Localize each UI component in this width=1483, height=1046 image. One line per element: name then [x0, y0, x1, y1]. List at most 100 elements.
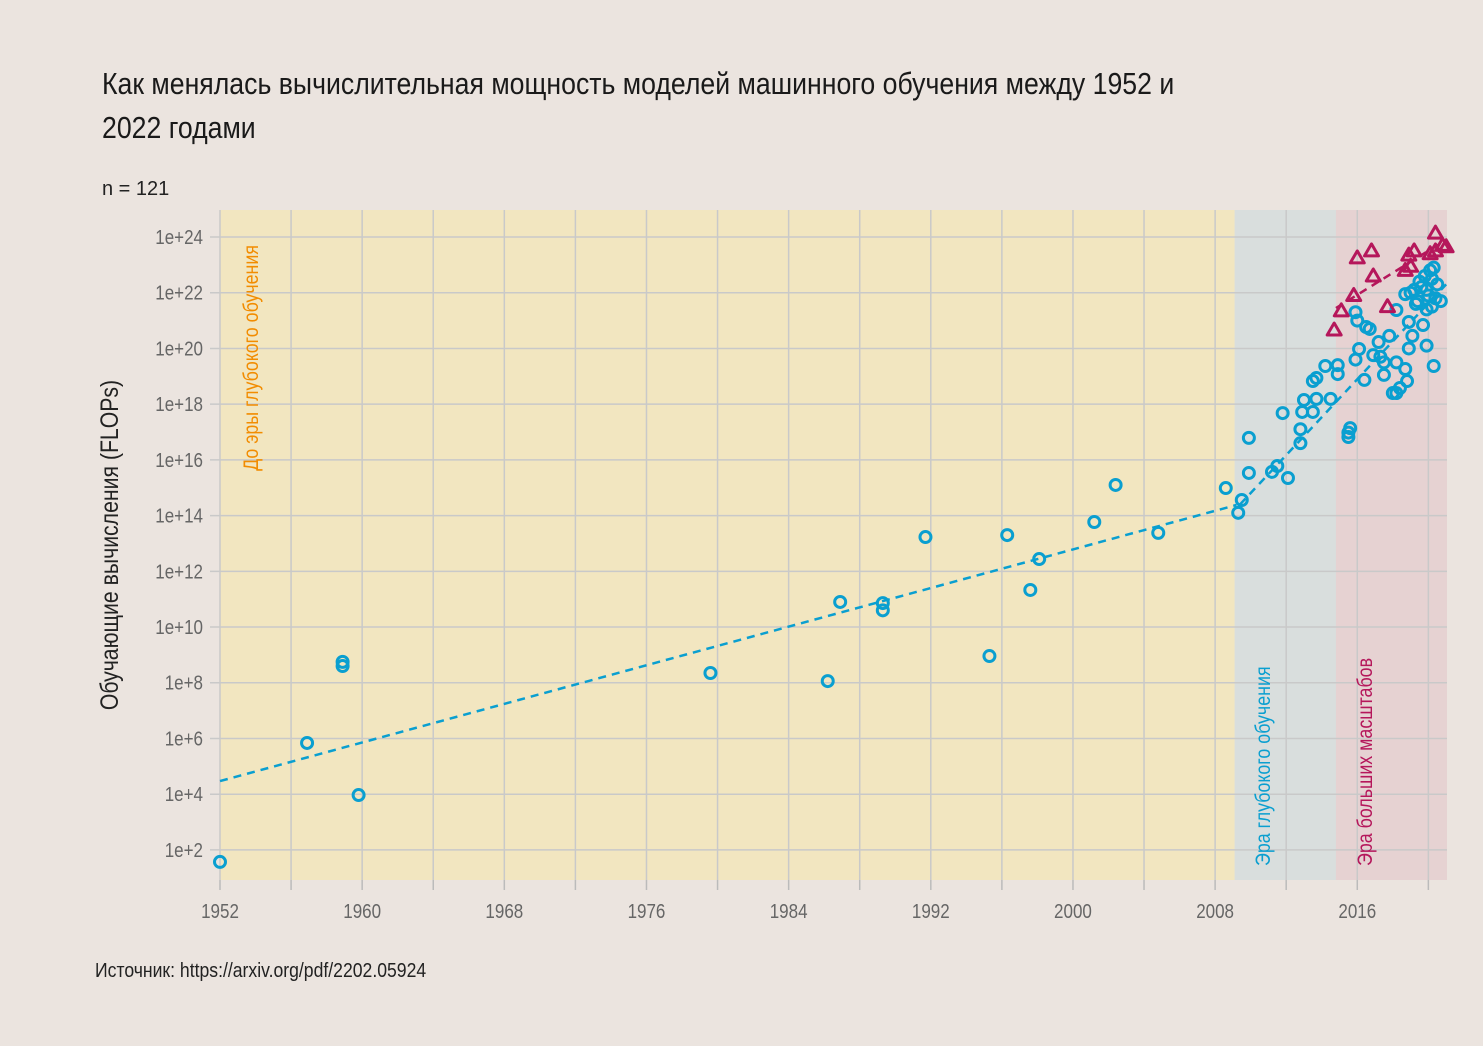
- data-point-circle: [820, 674, 835, 689]
- data-point-circle: [213, 854, 227, 869]
- era-label: Эра больших масштабов: [1354, 658, 1378, 866]
- data-point-circle: [1430, 277, 1445, 292]
- y-tick-label: 1e+8: [165, 671, 203, 694]
- data-point-circle: [1032, 552, 1047, 567]
- data-point-circle: [1330, 358, 1345, 373]
- data-point-circle: [1405, 328, 1420, 343]
- data-point-circle: [1403, 285, 1418, 300]
- data-point-triangle: [1405, 242, 1423, 258]
- data-point-circle: [1419, 338, 1434, 353]
- x-tick-label: 2016: [1338, 900, 1376, 923]
- y-tick-label: 1e+22: [155, 281, 203, 304]
- data-point-circle: [1400, 374, 1415, 389]
- data-point-circle: [1305, 404, 1320, 419]
- data-point-circle: [1309, 391, 1324, 406]
- era-label: До эры глубокого обучения: [240, 245, 264, 471]
- data-point-circle: [982, 649, 997, 664]
- data-point-triangle: [1348, 249, 1366, 265]
- era-band: [220, 210, 1235, 880]
- y-tick-label: 1e+16: [155, 449, 203, 472]
- data-point-circle: [1293, 422, 1308, 437]
- x-tick-label: 1960: [343, 900, 381, 923]
- data-point-circle: [1362, 321, 1377, 336]
- data-point-triangle: [1402, 257, 1420, 273]
- y-tick-label: 1e+10: [155, 616, 203, 639]
- data-point-circle: [1231, 505, 1246, 520]
- data-point-circle: [1392, 381, 1407, 396]
- y-tick-label: 1e+2: [165, 839, 203, 862]
- data-point-circle: [1234, 492, 1249, 507]
- y-tick-label: 1e+20: [155, 337, 203, 360]
- data-point-circle: [875, 603, 890, 618]
- data-point-circle: [1417, 269, 1432, 284]
- data-point-circle: [1408, 296, 1423, 311]
- data-point-circle: [1275, 406, 1290, 421]
- data-point-circle: [1350, 313, 1365, 328]
- data-point-circle: [1389, 302, 1404, 317]
- data-point-circle: [1341, 430, 1356, 445]
- x-tick-label: 1976: [628, 900, 666, 923]
- data-point-triangle: [1426, 224, 1444, 240]
- y-tick-label: 1e+24: [155, 226, 203, 249]
- data-point-circle: [1389, 355, 1404, 370]
- data-point-circle: [335, 659, 350, 674]
- y-tick-label: 1e+18: [155, 393, 203, 416]
- data-point-circle: [1376, 367, 1391, 382]
- data-point-circle: [1280, 470, 1295, 485]
- data-point-circle: [351, 788, 366, 803]
- data-point-circle: [1293, 436, 1308, 451]
- y-tick-label: 1e+4: [165, 783, 203, 806]
- data-point-circle: [918, 530, 933, 545]
- data-point-triangle: [1332, 302, 1350, 318]
- data-point-circle: [875, 596, 890, 611]
- data-point-triangle: [1378, 298, 1396, 314]
- data-point-circle: [1366, 348, 1381, 363]
- data-point-circle: [1371, 335, 1386, 350]
- x-tick-label: 1952: [201, 900, 239, 923]
- data-point-circle: [1000, 528, 1015, 543]
- x-tick-label: 1984: [770, 900, 808, 923]
- data-point-circle: [1382, 328, 1397, 343]
- data-point-circle: [1341, 425, 1356, 440]
- data-point-circle: [1270, 459, 1285, 474]
- data-point-triangle: [1325, 321, 1343, 337]
- data-point-circle: [1357, 372, 1372, 387]
- era-band: [1234, 210, 1336, 880]
- data-point-circle: [1416, 318, 1431, 333]
- data-point-triangle: [1396, 261, 1414, 277]
- x-tick-label: 2000: [1054, 900, 1092, 923]
- data-point-circle: [1241, 430, 1256, 445]
- data-point-circle: [1241, 465, 1256, 480]
- data-point-triangle: [1345, 287, 1363, 303]
- data-point-circle: [1401, 314, 1416, 329]
- data-point-triangle: [1364, 267, 1382, 283]
- chart-title: Как менялась вычислительная мощность мод…: [102, 66, 1175, 145]
- trend-line: [219, 503, 1237, 783]
- x-tick-label: 1968: [485, 900, 523, 923]
- data-point-circle: [1087, 515, 1102, 530]
- data-point-circle: [1426, 358, 1441, 373]
- x-tick-label: 2008: [1196, 900, 1234, 923]
- data-point-circle: [1348, 305, 1363, 320]
- data-point-circle: [1108, 477, 1123, 492]
- data-point-triangle: [1362, 242, 1380, 258]
- y-axis-label: Обучающие вычисления (FLOPs): [95, 380, 123, 710]
- data-point-circle: [1323, 391, 1338, 406]
- y-tick-label: 1e+12: [155, 560, 203, 583]
- data-point-circle: [1296, 392, 1311, 407]
- data-point-triangle: [1437, 238, 1455, 254]
- trend-line: [1335, 238, 1447, 310]
- x-tick-label: 1992: [912, 900, 950, 923]
- data-point-circle: [1330, 367, 1345, 382]
- sample-size-label: n = 121: [102, 178, 170, 200]
- data-point-circle: [1424, 299, 1439, 314]
- data-point-circle: [1218, 481, 1233, 496]
- data-point-circle: [1023, 582, 1038, 597]
- data-point-circle: [300, 735, 315, 750]
- y-tick-label: 1e+6: [165, 727, 203, 750]
- data-point-circle: [1426, 260, 1441, 275]
- data-point-circle: [1309, 370, 1324, 385]
- era-label: Эра глубокого обучения: [1252, 666, 1276, 866]
